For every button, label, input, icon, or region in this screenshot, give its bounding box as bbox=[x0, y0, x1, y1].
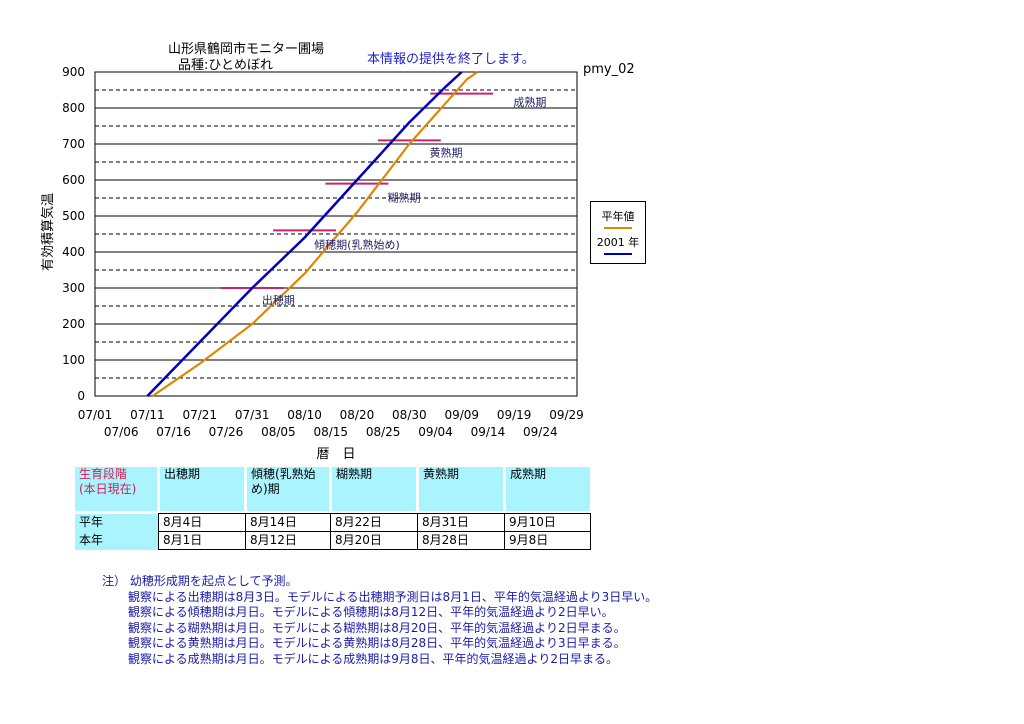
table-cell: 8月20日 bbox=[330, 531, 418, 550]
x-tick-label: 09/24 bbox=[523, 425, 558, 439]
stage-annotation: 糊熟期 bbox=[388, 191, 421, 205]
note-line: 観察による糊熟期は月日。モデルによる糊熟期は8月20日、平年的気温経過より2日早… bbox=[128, 620, 626, 635]
chart-title-line1: 山形県鶴岡市モニター圃場 bbox=[168, 42, 325, 57]
x-tick-label: 07/26 bbox=[209, 425, 244, 439]
stage-annotation: 出穂期 bbox=[262, 293, 295, 307]
row-label-normal: 平年 bbox=[75, 513, 159, 532]
y-axis-label: 有効積算気温 bbox=[40, 193, 56, 271]
header-label-cell: 生育段階 (本日現在) bbox=[75, 467, 160, 511]
x-tick-label: 07/01 bbox=[78, 408, 113, 422]
x-tick-label: 07/21 bbox=[182, 408, 217, 422]
x-tick-label: 07/06 bbox=[104, 425, 139, 439]
table-cell: 9月10日 bbox=[504, 513, 591, 532]
y-tick-label: 900 bbox=[62, 65, 85, 79]
table-cell: 8月28日 bbox=[417, 531, 505, 550]
y-tick-label: 200 bbox=[62, 317, 85, 331]
x-tick-label: 08/15 bbox=[313, 425, 348, 439]
stage-annotation: 成熟期 bbox=[513, 95, 546, 109]
table-row: 本年 8月1日 8月12日 8月20日 8月28日 9月8日 bbox=[75, 531, 591, 550]
growth-stage-table: 生育段階 (本日現在) 出穂期 傾穂(乳熟始め)期 糊熟期 黄熟期 成熟期 平年 … bbox=[75, 467, 591, 550]
note-line: 観察による黄熟期は月日。モデルによる黄熟期は8月28日、平年的気温経過より3日早… bbox=[128, 636, 626, 650]
row-label-current: 本年 bbox=[75, 531, 159, 550]
header-stage-1: 出穂期 bbox=[158, 467, 247, 511]
x-tick-label: 09/04 bbox=[418, 425, 453, 439]
stage-annotations: 出穂期 傾穂期(乳熟始め) 糊熟期 黄熟期 成熟期 bbox=[262, 95, 546, 307]
table-cell: 8月14日 bbox=[245, 513, 331, 532]
note-line: 観察による成熟期は月日。モデルによる成熟期は9月8日、平年的気温経過より2日早ま… bbox=[128, 651, 618, 666]
legend-swatch-normal bbox=[604, 227, 632, 229]
note-line: 観察による傾穂期は月日。モデルによる傾穂期は8月12日、平年的気温経過より2日早… bbox=[128, 605, 614, 619]
header-stage-4: 黄熟期 bbox=[417, 467, 506, 511]
table-cell: 8月1日 bbox=[158, 531, 246, 550]
end-notice: 本情報の提供を終了します。 bbox=[367, 52, 535, 67]
station-id: pmy_02 bbox=[583, 62, 635, 77]
legend-swatch-current bbox=[604, 253, 632, 255]
header-stage-2: 傾穂(乳熟始め)期 bbox=[245, 467, 332, 511]
series-line-2001 bbox=[146, 71, 463, 397]
x-tick-label: 08/20 bbox=[340, 408, 375, 422]
y-tick-label: 600 bbox=[62, 173, 85, 187]
plot-frame bbox=[94, 71, 578, 397]
y-tick-label: 700 bbox=[62, 137, 85, 151]
x-tick-label: 07/16 bbox=[156, 425, 191, 439]
legend: 平年値 2001 年 bbox=[590, 201, 646, 264]
x-tick-label: 09/14 bbox=[471, 425, 506, 439]
series-line-normal bbox=[151, 71, 479, 397]
table-header-row: 生育段階 (本日現在) 出穂期 傾穂(乳熟始め)期 糊熟期 黄熟期 成熟期 bbox=[75, 467, 590, 511]
header-stage-3: 糊熟期 bbox=[330, 467, 419, 511]
x-tick-label: 08/05 bbox=[261, 425, 296, 439]
note-line: 観察による出穂期は8月3日。モデルによる出穂期予測日は8月1日、平年的気温経過よ… bbox=[128, 589, 658, 604]
x-tick-label: 07/31 bbox=[235, 408, 270, 422]
y-tick-label: 500 bbox=[62, 209, 85, 223]
header-stage-5: 成熟期 bbox=[504, 467, 590, 511]
y-tick-labels: 0 100 200 300 400 500 600 700 800 900 bbox=[62, 65, 85, 403]
x-tick-labels: 07/01 07/11 07/21 07/31 08/10 08/20 08/30 09/09… bbox=[78, 408, 584, 439]
chart-title-line2: 品種:ひとめぼれ bbox=[178, 58, 273, 73]
x-axis-label: 暦 日 bbox=[316, 447, 355, 460]
prediction-notes: 注） 幼穂形成期を起点として予測。 観察による出穂期は8月3日。モデルによる出穂… bbox=[102, 574, 657, 667]
x-tick-label: 07/11 bbox=[130, 408, 165, 422]
y-tick-label: 400 bbox=[62, 245, 85, 259]
notes-heading: 注） 幼穂形成期を起点として予測。 bbox=[102, 574, 298, 588]
legend-label-normal: 平年値 bbox=[601, 210, 635, 223]
x-tick-label: 08/10 bbox=[287, 408, 322, 422]
y-tick-label: 800 bbox=[62, 101, 85, 115]
x-tick-label: 08/30 bbox=[392, 408, 427, 422]
table-cell: 8月22日 bbox=[330, 513, 418, 532]
x-tick-label: 09/19 bbox=[497, 408, 532, 422]
y-tick-label: 300 bbox=[62, 281, 85, 295]
table-cell: 8月31日 bbox=[417, 513, 505, 532]
x-tick-label: 09/29 bbox=[549, 408, 584, 422]
stage-threshold-lines bbox=[220, 92, 494, 289]
table-cell: 9月8日 bbox=[504, 531, 591, 550]
grid-lines bbox=[95, 89, 577, 379]
x-tick-label: 08/25 bbox=[366, 425, 401, 439]
y-tick-label: 100 bbox=[62, 353, 85, 367]
series-lines bbox=[146, 71, 479, 397]
legend-label-current: 2001 年 bbox=[596, 236, 640, 249]
table-row: 平年 8月4日 8月14日 8月22日 8月31日 9月10日 bbox=[75, 513, 591, 532]
y-tick-label: 0 bbox=[77, 389, 85, 403]
table-cell: 8月12日 bbox=[245, 531, 331, 550]
header-label-line1: 生育段階 bbox=[79, 467, 128, 481]
stage-annotation: 黄熟期 bbox=[430, 146, 463, 160]
stage-annotation: 傾穂期(乳熟始め) bbox=[314, 237, 400, 251]
header-label-line2: (本日現在) bbox=[79, 482, 137, 496]
x-tick-label: 09/09 bbox=[444, 408, 479, 422]
table-cell: 8月4日 bbox=[158, 513, 246, 532]
